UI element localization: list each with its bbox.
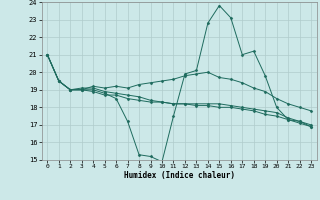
X-axis label: Humidex (Indice chaleur): Humidex (Indice chaleur) xyxy=(124,171,235,180)
